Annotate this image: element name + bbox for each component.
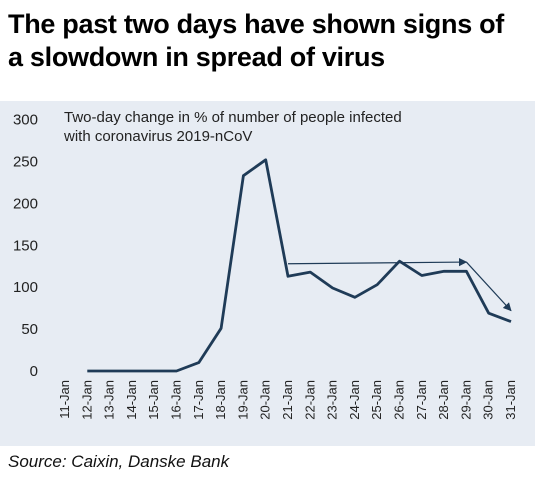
x-tick-label: 19-Jan — [235, 380, 250, 420]
x-tick-label: 21-Jan — [280, 380, 295, 420]
x-tick-label: 17-Jan — [191, 380, 206, 420]
x-tick-label: 12-Jan — [79, 380, 94, 420]
x-tick-label: 25-Jan — [369, 380, 384, 420]
x-tick-label: 11-Jan — [57, 380, 72, 419]
x-tick-label: 24-Jan — [347, 380, 362, 420]
series-line — [87, 158, 512, 373]
chart-panel — [0, 101, 535, 446]
y-tick-label: 50 — [21, 321, 38, 338]
y-tick-label: 0 — [30, 363, 38, 380]
x-tick-label: 28-Jan — [436, 380, 451, 420]
x-tick-label: 26-Jan — [392, 380, 407, 420]
y-tick-label: 300 — [13, 112, 38, 129]
y-tick-label: 200 — [13, 195, 38, 212]
x-tick-label: 30-Jan — [481, 380, 496, 420]
x-tick-label: 27-Jan — [414, 380, 429, 420]
x-tick-label: 23-Jan — [325, 380, 340, 420]
x-tick-label: 15-Jan — [146, 380, 161, 420]
page-title: The past two days have shown signs of a … — [8, 8, 528, 74]
chart-title-line-1: Two-day change in % of number of people … — [64, 109, 402, 126]
x-tick-label: 31-Jan — [503, 380, 518, 420]
source-note: Source: Caixin, Danske Bank — [8, 452, 230, 471]
annotation-arrow — [287, 257, 468, 267]
chart-title-line-2: with coronavirus 2019-nCoV — [63, 128, 252, 145]
y-tick-label: 150 — [13, 237, 38, 254]
annotation-arrow — [465, 261, 512, 312]
x-tick-label: 22-Jan — [302, 380, 317, 420]
x-tick-label: 16-Jan — [169, 380, 184, 420]
y-tick-label: 100 — [13, 279, 38, 296]
title-line-1: The past two days have shown signs of — [8, 9, 504, 39]
title-line-2: a slowdown in spread of virus — [8, 42, 385, 72]
x-tick-label: 13-Jan — [102, 380, 117, 420]
x-tick-label: 20-Jan — [258, 380, 273, 420]
y-tick-label: 250 — [13, 154, 38, 171]
x-tick-label: 29-Jan — [458, 380, 473, 420]
x-tick-label: 14-Jan — [124, 380, 139, 420]
x-tick-label: 18-Jan — [213, 380, 228, 420]
